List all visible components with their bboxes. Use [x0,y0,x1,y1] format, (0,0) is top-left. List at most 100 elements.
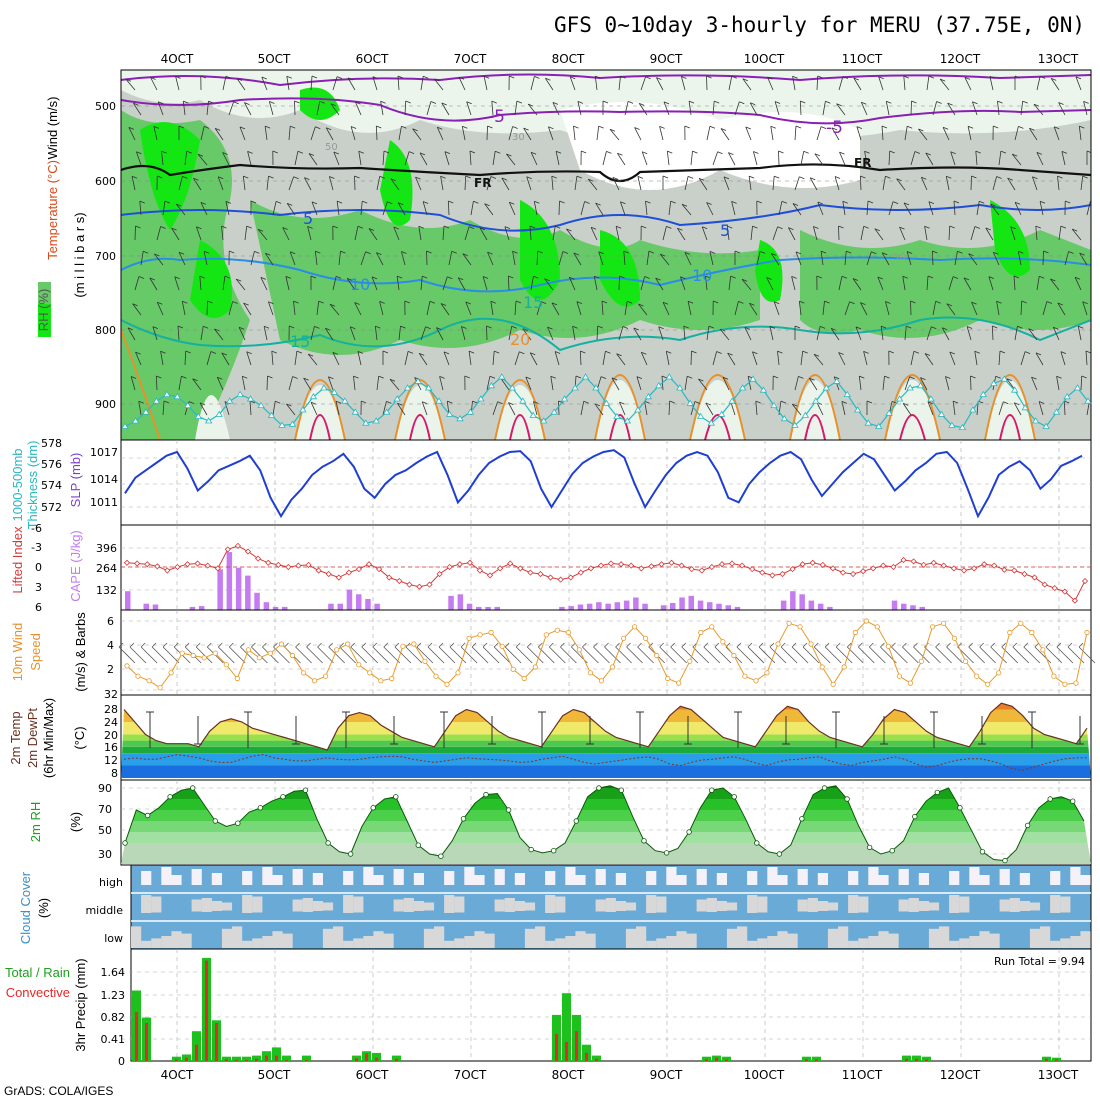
wind-barb [229,646,246,664]
lifted-index-marker [335,574,342,581]
wind-speed-marker [367,670,373,676]
wind-barb [780,646,798,664]
thickness-marker [560,395,569,402]
rh-marker [280,794,286,800]
thickness-axis-label: Thickness (dm) [25,441,40,530]
thickness-marker [864,419,872,426]
wind-speed-marker [841,664,847,670]
rh-marker [370,805,376,811]
cape-bar [189,606,196,610]
lifted-index-marker [819,561,826,568]
rh-marker [235,820,241,826]
cloud-block-low [434,926,445,948]
cloud-block-high [747,871,758,885]
cape-bar [817,603,824,610]
thickness-marker [707,419,715,426]
wind-speed-marker [345,641,351,647]
wind-barb-flag [1001,642,1007,648]
wind-barb-flag [195,642,201,648]
lifted-index-marker [345,569,352,576]
cloud-block-middle [454,896,465,913]
isotherm-10 [121,256,1091,293]
rh-marker [551,848,557,854]
wind-speed-line [126,620,1088,689]
precip-axis-label: 3hr Precip (mm) [73,958,88,1051]
lifted-index-marker [597,562,605,569]
contour-label: 50 [325,142,338,153]
lifted-index-marker [1061,588,1068,595]
precip-total-bar [1052,1057,1061,1061]
thickness-marker [393,395,401,402]
lifted-index-axis-label: Lifted Index [10,526,25,594]
cloud-block-low [777,931,788,948]
cape-bar [263,602,270,610]
thickness-marker [770,401,778,408]
wind-speed-marker [1073,680,1079,686]
thickness-marker [937,410,946,417]
thickness-marker [435,397,443,404]
thickness-marker [906,384,914,391]
lifted-index-marker [809,559,816,566]
precip-convective-bar [175,1059,178,1061]
cloud-block-high [292,869,303,885]
thickness-marker [812,397,820,404]
thickness-marker [246,395,255,402]
cloud-block-high [141,871,152,885]
wind-barb [670,646,687,664]
lifted-index-marker [174,563,181,571]
wind-speed-marker [157,685,163,691]
wind-speed-markers [124,618,1090,691]
contour-label: 15 [290,332,310,351]
lifted-index-marker [971,565,978,572]
cloud-block-middle [151,896,162,913]
rh-band [121,799,1091,810]
temp-tick: 12 [104,754,118,767]
thickness-marker [215,410,223,417]
cloud-level-label: high [99,876,123,889]
wind-barb [493,646,511,664]
thickness-marker [979,390,988,397]
cloud-block-low [686,933,697,948]
cloud-block-low [848,940,859,948]
rh-marker [438,853,444,859]
cape-bar [125,591,131,610]
wind-barb [791,646,809,664]
wind-speed-marker [874,624,880,630]
y-tick-label: 500 [95,100,116,113]
rh-marker [460,816,467,822]
rh-marker [1047,796,1053,802]
lifted-index-marker [749,566,756,573]
precip-total-bar [222,1056,231,1061]
wind-speed-marker [201,655,207,661]
precip-tick: 1.64 [101,966,126,979]
wind-barb-flag [184,642,190,648]
precip-bars [132,957,1061,1061]
cloud-block-low [181,933,192,948]
wind-barb-flag [1078,642,1084,648]
wind-barb [681,646,699,664]
cloud-block-low [928,928,940,948]
wind-barb-flag [858,642,863,648]
wind-speed-marker [1018,620,1024,626]
precip-convective-bar [185,1057,188,1061]
precip-convective-bar [145,1023,148,1061]
lifted-index-marker [214,565,221,572]
cloud-block-middle [595,899,606,912]
wind-speed-marker [212,650,218,656]
rh-band [121,832,1091,843]
wind-barb [449,646,467,664]
cloud-block-middle [716,901,727,911]
cloud-block-middle [605,898,616,912]
cape-bar [605,603,611,610]
wind-barb-flag [913,642,918,648]
wind-barb [593,646,610,664]
cloud-block-high [272,875,283,885]
wind-barb-flag [626,642,631,648]
precip-tick: 0.41 [101,1033,126,1046]
thickness-marker [592,384,600,391]
cloud-block-low [1080,931,1091,948]
wind-barb-flag [780,642,786,648]
precip-convective-bar [305,1059,308,1061]
precip-total-bar [592,1055,601,1061]
cloud-block-middle [918,901,929,911]
